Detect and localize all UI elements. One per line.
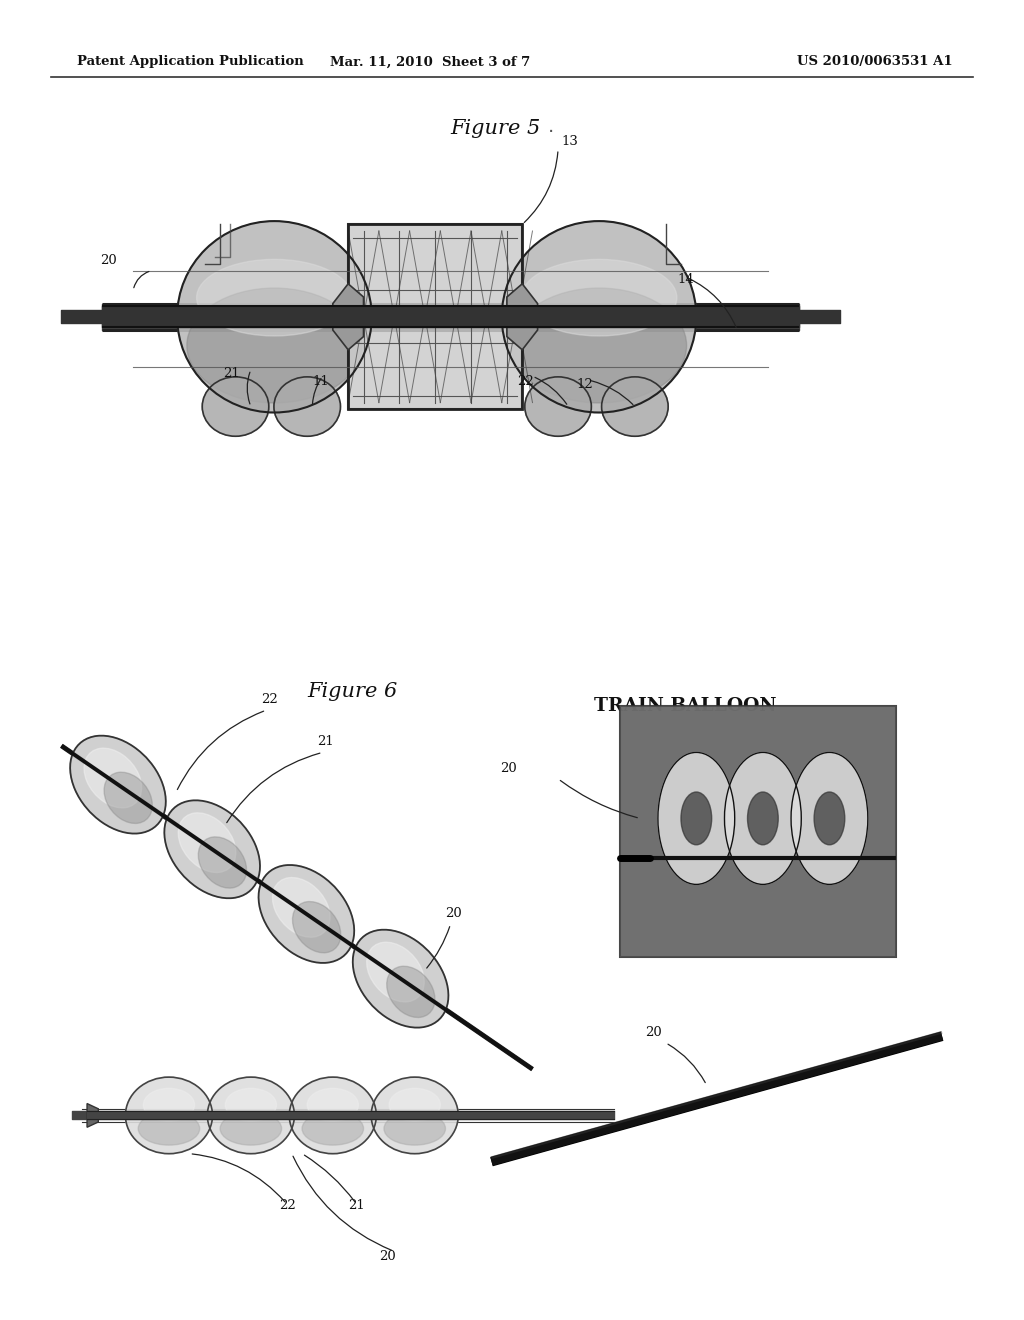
Ellipse shape: [207, 1077, 295, 1154]
Ellipse shape: [272, 878, 330, 937]
Ellipse shape: [178, 813, 236, 873]
Text: 21: 21: [317, 735, 334, 748]
Ellipse shape: [203, 378, 268, 437]
Ellipse shape: [367, 942, 424, 1002]
Text: Mar. 11, 2010  Sheet 3 of 7: Mar. 11, 2010 Sheet 3 of 7: [330, 55, 530, 69]
Text: 11: 11: [312, 375, 329, 388]
Ellipse shape: [681, 792, 712, 845]
Text: ·: ·: [548, 123, 554, 141]
Ellipse shape: [125, 1077, 213, 1154]
Ellipse shape: [814, 792, 845, 845]
Ellipse shape: [307, 1088, 358, 1122]
Text: 22: 22: [517, 375, 534, 388]
Ellipse shape: [177, 220, 372, 412]
Ellipse shape: [164, 800, 260, 898]
Ellipse shape: [748, 792, 778, 845]
Ellipse shape: [197, 260, 352, 337]
Polygon shape: [87, 1104, 98, 1127]
Ellipse shape: [657, 752, 734, 884]
Ellipse shape: [302, 1111, 364, 1146]
Ellipse shape: [521, 260, 677, 337]
Ellipse shape: [525, 378, 592, 437]
Text: 21: 21: [223, 367, 240, 380]
Text: 20: 20: [100, 253, 117, 267]
Bar: [620, 706, 896, 957]
Ellipse shape: [220, 1111, 282, 1146]
Ellipse shape: [724, 752, 801, 884]
Text: 20: 20: [379, 1250, 395, 1263]
Ellipse shape: [138, 1111, 200, 1146]
Ellipse shape: [290, 1077, 377, 1154]
Ellipse shape: [384, 1111, 445, 1146]
Ellipse shape: [273, 378, 340, 437]
Ellipse shape: [225, 1088, 276, 1122]
Ellipse shape: [352, 929, 449, 1027]
Text: Figure 5: Figure 5: [451, 119, 541, 137]
Text: 20: 20: [445, 907, 462, 920]
Text: 20: 20: [645, 1026, 662, 1039]
Ellipse shape: [258, 865, 354, 962]
Text: Figure 6: Figure 6: [307, 682, 397, 701]
Text: Patent Application Publication: Patent Application Publication: [77, 55, 303, 69]
Bar: [348, 224, 522, 409]
Ellipse shape: [186, 288, 362, 403]
Ellipse shape: [70, 735, 166, 833]
Polygon shape: [507, 284, 538, 350]
Ellipse shape: [387, 966, 435, 1018]
Text: 12: 12: [577, 378, 593, 391]
Ellipse shape: [791, 752, 867, 884]
Ellipse shape: [389, 1088, 440, 1122]
Text: US 2010/0063531 A1: US 2010/0063531 A1: [797, 55, 952, 69]
Ellipse shape: [293, 902, 341, 953]
Ellipse shape: [104, 772, 153, 824]
Bar: [348, 224, 522, 409]
Text: 14: 14: [678, 273, 694, 286]
Text: 22: 22: [280, 1199, 296, 1212]
Text: 20: 20: [500, 762, 516, 775]
Text: TRAIN BALLOON: TRAIN BALLOON: [594, 697, 776, 715]
Text: 13: 13: [561, 135, 578, 148]
Ellipse shape: [199, 837, 247, 888]
Text: 22: 22: [261, 693, 278, 706]
Ellipse shape: [502, 220, 696, 412]
Bar: [620, 706, 896, 957]
Text: 21: 21: [348, 1199, 365, 1212]
Polygon shape: [333, 284, 364, 350]
Ellipse shape: [84, 748, 141, 808]
Ellipse shape: [143, 1088, 195, 1122]
Ellipse shape: [372, 1077, 459, 1154]
Ellipse shape: [602, 378, 668, 437]
Ellipse shape: [511, 288, 686, 403]
